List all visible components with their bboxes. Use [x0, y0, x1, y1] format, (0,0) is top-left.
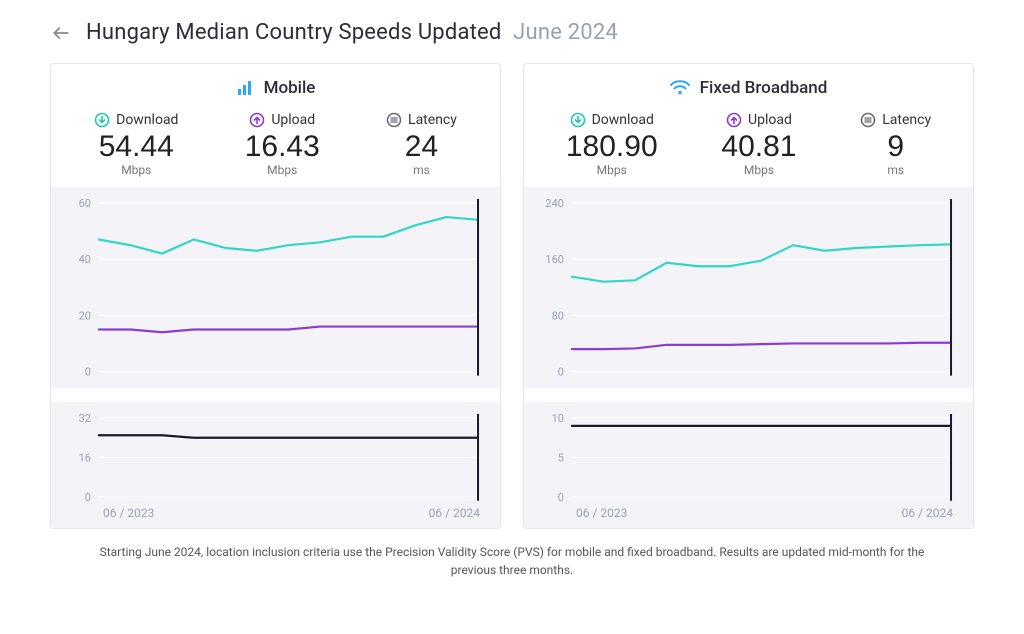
title-date: June 2024 — [513, 20, 618, 45]
svg-text:80: 80 — [552, 309, 564, 322]
fixed-metrics: Download 180.90 Mbps Upload 40.81 Mbps — [524, 108, 973, 187]
panel-fixed-label: Fixed Broadband — [700, 78, 828, 98]
latency-icon — [860, 112, 876, 128]
wifi-icon — [670, 80, 690, 96]
mobile-latency-metric: Latency 24 ms — [386, 112, 457, 177]
panel-mobile-title: Mobile — [51, 64, 500, 108]
x-start-label: 06 / 2023 — [576, 506, 627, 520]
mobile-upload-unit: Mbps — [245, 163, 320, 177]
fixed-upload-value: 40.81 — [721, 130, 796, 163]
x-end-label: 06 / 2024 — [429, 506, 480, 520]
svg-text:0: 0 — [85, 490, 91, 503]
fixed-upload-metric: Upload 40.81 Mbps — [721, 112, 796, 177]
fixed-latency-chart: 0 5 10 06 / 2023 06 / 2024 — [524, 402, 973, 529]
x-start-label: 06 / 2023 — [103, 506, 154, 520]
panel-fixed: Fixed Broadband Download 180.90 Mbps Upl… — [523, 63, 974, 529]
mobile-bars-icon — [236, 79, 254, 97]
svg-text:40: 40 — [79, 253, 91, 266]
svg-text:60: 60 — [79, 197, 91, 210]
fixed-x-labels: 06 / 2023 06 / 2024 — [534, 504, 963, 520]
fixed-download-value: 180.90 — [566, 130, 658, 163]
latency-label: Latency — [882, 112, 931, 128]
back-arrow-icon[interactable] — [50, 22, 72, 44]
svg-text:240: 240 — [545, 197, 564, 210]
panel-fixed-title: Fixed Broadband — [524, 64, 973, 108]
upload-icon — [726, 112, 742, 128]
download-icon — [570, 112, 586, 128]
svg-text:32: 32 — [79, 412, 91, 425]
svg-text:160: 160 — [545, 253, 564, 266]
svg-text:16: 16 — [79, 451, 91, 464]
mobile-metrics: Download 54.44 Mbps Upload 16.43 Mbps — [51, 108, 500, 187]
panel-mobile: Mobile Download 54.44 Mbps Upload 1 — [50, 63, 501, 529]
svg-text:0: 0 — [558, 490, 564, 503]
page: Hungary Median Country Speeds Updated Ju… — [0, 0, 1024, 589]
download-icon — [94, 112, 110, 128]
mobile-speed-chart: 0 20 40 60 — [51, 187, 500, 388]
fixed-latency-metric: Latency 9 ms — [860, 112, 931, 177]
mobile-download-value: 54.44 — [94, 130, 178, 163]
title-main: Hungary Median Country Speeds Updated — [86, 20, 502, 45]
mobile-upload-metric: Upload 16.43 Mbps — [245, 112, 320, 177]
mobile-latency-unit: ms — [386, 163, 457, 177]
download-label: Download — [592, 112, 654, 128]
fixed-latency-value: 9 — [860, 130, 931, 163]
footnote: Starting June 2024, location inclusion c… — [50, 543, 974, 579]
upload-icon — [249, 112, 265, 128]
x-end-label: 06 / 2024 — [902, 506, 953, 520]
svg-text:0: 0 — [558, 366, 564, 379]
mobile-latency-chart: 0 16 32 06 / 2023 06 / 2024 — [51, 402, 500, 529]
upload-label: Upload — [271, 112, 315, 128]
panels: Mobile Download 54.44 Mbps Upload 1 — [50, 63, 974, 529]
svg-text:20: 20 — [79, 309, 91, 322]
fixed-speed-chart: 0 80 160 240 — [524, 187, 973, 388]
svg-text:0: 0 — [85, 366, 91, 379]
mobile-x-labels: 06 / 2023 06 / 2024 — [61, 504, 490, 520]
mobile-upload-value: 16.43 — [245, 130, 320, 163]
mobile-download-unit: Mbps — [94, 163, 178, 177]
fixed-upload-unit: Mbps — [721, 163, 796, 177]
latency-icon — [386, 112, 402, 128]
upload-label: Upload — [748, 112, 792, 128]
fixed-latency-unit: ms — [860, 163, 931, 177]
page-title: Hungary Median Country Speeds Updated Ju… — [86, 20, 618, 45]
panel-mobile-label: Mobile — [264, 78, 316, 98]
latency-label: Latency — [408, 112, 457, 128]
svg-text:10: 10 — [552, 412, 564, 425]
fixed-download-metric: Download 180.90 Mbps — [566, 112, 658, 177]
mobile-download-metric: Download 54.44 Mbps — [94, 112, 178, 177]
header: Hungary Median Country Speeds Updated Ju… — [50, 20, 974, 45]
mobile-latency-value: 24 — [386, 130, 457, 163]
svg-text:5: 5 — [558, 451, 564, 464]
download-label: Download — [116, 112, 178, 128]
fixed-download-unit: Mbps — [566, 163, 658, 177]
